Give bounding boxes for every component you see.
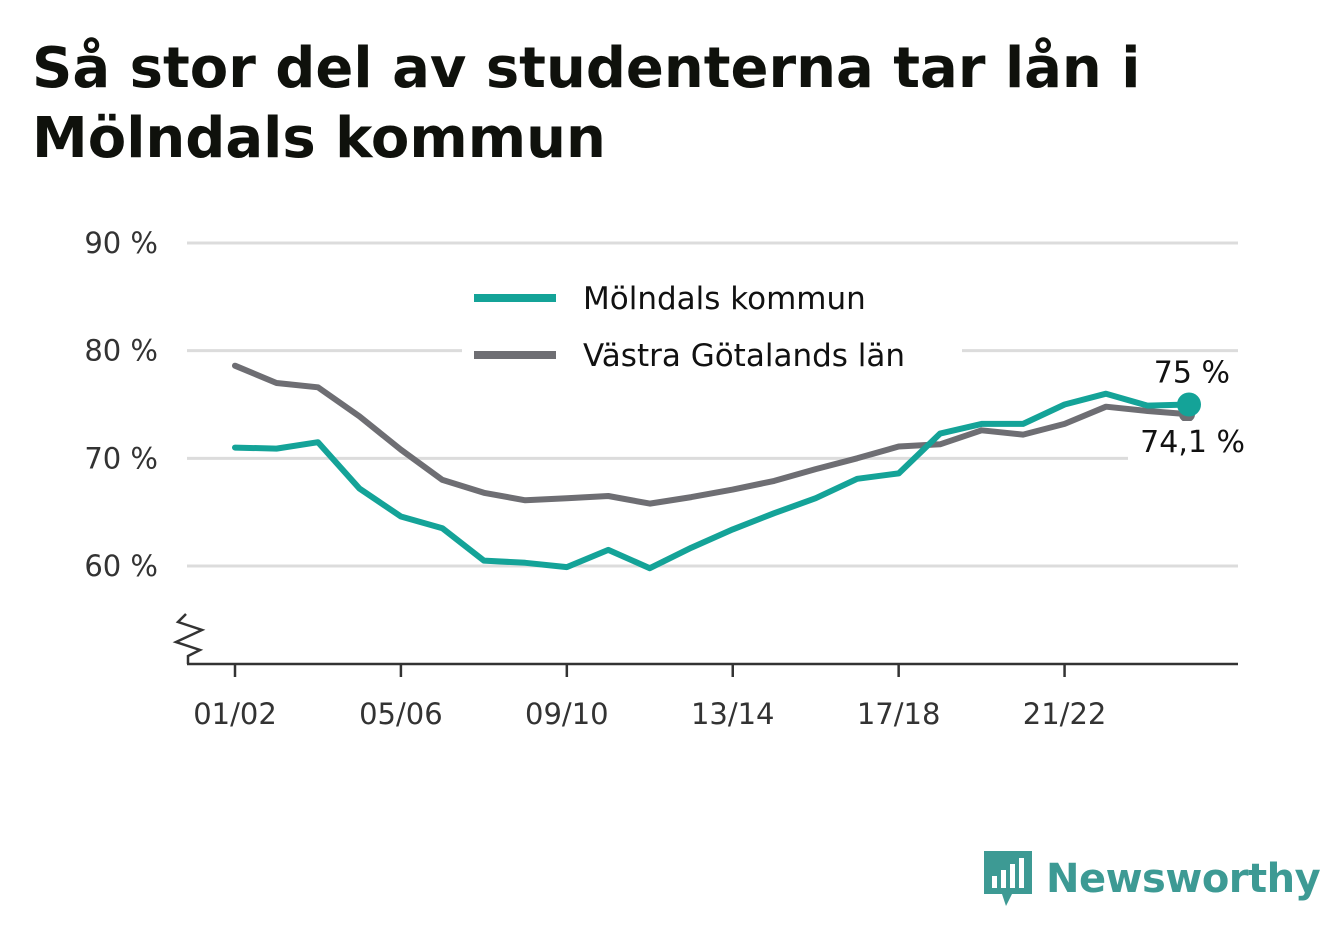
x-axis: 01/02 05/06 09/10 13/14 17/18 21/22	[187, 662, 1238, 731]
legend-label-0: Mölndals kommun	[583, 281, 866, 317]
legend-label-1: Västra Götalands län	[583, 338, 905, 374]
newsworthy-brand: Newsworthy	[980, 848, 1321, 910]
end-markers: 75 % 74,1 %	[1128, 356, 1245, 461]
newsworthy-logo-icon	[984, 851, 1032, 906]
page-title: Så stor del av studenterna tar lån i Möl…	[32, 36, 1141, 171]
y-axis: 60 % 70 % 80 % 90 %	[84, 226, 206, 664]
y-tick-label: 90 %	[84, 226, 158, 260]
x-tick-label: 05/06	[359, 697, 443, 731]
y-tick-label: 80 %	[84, 334, 158, 368]
series-end-label-1: 74,1 %	[1140, 425, 1245, 460]
x-tick-label: 17/18	[857, 697, 941, 731]
y-tick-label: 60 %	[84, 549, 158, 583]
series-lines	[232, 362, 1192, 572]
series-end-marker-0	[1177, 392, 1201, 417]
x-tick-label: 01/02	[193, 697, 277, 731]
x-tick-label: 21/22	[1023, 697, 1107, 731]
series-line-1	[232, 362, 1192, 507]
series-end-label-0: 75 %	[1154, 356, 1230, 391]
end-label-halo	[1128, 421, 1240, 461]
legend: Mölndals kommun Västra Götalands län	[462, 270, 962, 382]
brand-name: Newsworthy	[1046, 856, 1321, 902]
series-line-0	[232, 390, 1192, 572]
y-tick-label: 70 %	[84, 441, 158, 475]
legend-background	[462, 270, 962, 382]
axis-break-icon	[172, 613, 206, 664]
x-tick-label: 09/10	[525, 697, 609, 731]
x-tick-label: 13/14	[691, 697, 775, 731]
